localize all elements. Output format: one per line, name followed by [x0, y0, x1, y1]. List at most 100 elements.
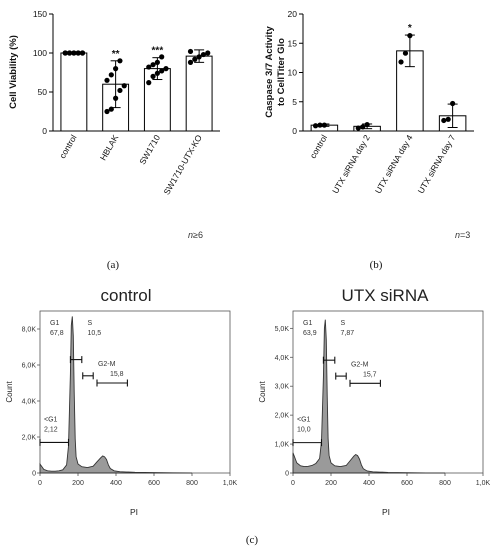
pa-data-point — [113, 95, 119, 101]
h0-gate-value: 10,5 — [88, 330, 102, 337]
histogram-utx-sirna: Count PI 0 1,0K 2,0K 3,0K 4,0K 5,0K 0 200 400 600… — [258, 310, 491, 517]
pa-data-point — [117, 87, 123, 94]
panel-a-n-note: n≥6 — [188, 230, 203, 240]
pb-data-point — [321, 122, 327, 128]
pa-y-tick-label: 0 — [42, 126, 47, 136]
h1-y-tick-label: 3,0K — [275, 384, 290, 391]
h0-y-tick-label: 6,0K — [22, 363, 37, 370]
h0-x-tick-label: 200 — [72, 480, 84, 487]
pa-bar — [60, 52, 88, 132]
h1-histogram-area — [292, 319, 446, 474]
h1-gate-name: <G1 — [297, 417, 311, 424]
pa-y-tick-label: 150 — [33, 9, 47, 19]
panel-a-y-label: Cell Viability (%) — [8, 35, 19, 109]
pa-x-label: control — [57, 133, 78, 160]
h0-gate-name: G1 — [50, 320, 59, 327]
h1-x-tick-label: 600 — [401, 480, 413, 487]
pa-data-point — [146, 80, 152, 86]
h1-y-tick-label: 0 — [285, 471, 289, 478]
pb-data-point — [360, 124, 366, 130]
pa-data-point — [205, 50, 211, 56]
h1-x-tick-label: 400 — [363, 480, 375, 487]
pa-data-point — [117, 58, 123, 64]
pa-y-tick-label: 100 — [33, 48, 47, 58]
pa-data-point — [192, 56, 198, 62]
pb-x-label: UTX siRNA day 4 — [373, 133, 415, 196]
pa-data-point — [75, 50, 81, 56]
histogram-left-title: control — [100, 286, 151, 305]
h0-gate-value: 67,8 — [50, 330, 64, 337]
pb-x-label: UTX siRNA day 2 — [330, 133, 372, 196]
pa-data-point — [121, 83, 127, 89]
histogram-control-x-label: PI — [130, 507, 138, 517]
panel-b-label: (b) — [370, 259, 383, 271]
pa-significance: *** — [152, 46, 164, 57]
pa-data-point — [108, 106, 114, 112]
panel-b-y-label-line2: to CellTiter Glo — [276, 38, 287, 106]
h0-gate-name: G2-M — [98, 361, 116, 368]
h0-x-tick-label: 1,0K — [223, 480, 238, 487]
h0-gate-value: 2,12 — [44, 426, 58, 433]
panel-a-label: (a) — [107, 259, 120, 271]
pa-data-point — [104, 77, 110, 83]
pb-y-tick-label: 5 — [292, 97, 297, 107]
pa-data-point — [159, 68, 165, 74]
h0-x-tick-label: 800 — [186, 480, 198, 487]
histogram-right-title: UTX siRNA — [342, 286, 430, 305]
h0-gate-value: 15,8 — [110, 371, 124, 378]
pb-data-point — [450, 100, 456, 107]
h1-gate-name: S — [341, 320, 346, 327]
pa-data-point — [66, 50, 73, 56]
h1-x-tick-label: 0 — [291, 480, 295, 487]
pa-x-label: HBLAK — [98, 133, 121, 162]
h1-x-tick-label: 800 — [439, 480, 451, 487]
pb-data-point — [441, 117, 447, 124]
pa-significance: ** — [112, 49, 120, 60]
h1-x-tick-label: 200 — [325, 480, 337, 487]
pa-data-point — [104, 108, 110, 115]
panel-b-bar-chart: Caspase 3/7 Activity to CellTiter Glo 0 5… — [264, 9, 474, 271]
h1-gate-name: G1 — [303, 320, 312, 327]
h0-gate-name: S — [88, 320, 93, 327]
pa-data-point — [150, 73, 156, 79]
pb-data-point — [312, 123, 319, 129]
pb-y-tick-label: 0 — [292, 126, 297, 136]
pb-data-point — [355, 125, 361, 131]
h0-y-tick-label: 2,0K — [22, 435, 37, 442]
h1-gate-name: G2-M — [351, 361, 369, 368]
h1-gate-value: 7,87 — [341, 330, 355, 337]
pb-data-point — [364, 121, 370, 128]
pa-data-point — [154, 70, 160, 76]
h1-gate-value: 63,9 — [303, 330, 317, 337]
pa-bar — [185, 55, 213, 132]
h0-y-tick-label: 8,0K — [22, 327, 37, 334]
h0-y-tick-label: 4,0K — [22, 399, 37, 406]
pb-y-tick-label: 10 — [288, 68, 298, 78]
pa-data-point — [187, 48, 194, 55]
h0-x-tick-label: 600 — [148, 480, 160, 487]
pb-y-tick-label: 20 — [288, 9, 298, 19]
panel-b-n-note: n=3 — [455, 230, 470, 240]
h0-histogram-area — [39, 316, 193, 474]
pa-data-point — [150, 62, 156, 68]
pb-data-point — [317, 122, 323, 128]
pb-data-point — [398, 59, 404, 65]
pa-data-point — [200, 51, 207, 58]
pa-y-tick-label: 50 — [38, 87, 48, 97]
histogram-utx-sirna-x-label: PI — [382, 507, 390, 517]
h0-y-tick-label: 0 — [32, 471, 36, 478]
panel-b-y-label-line1: Caspase 3/7 Activity — [264, 26, 275, 118]
pa-data-point — [79, 50, 86, 56]
histogram-control: Count PI 0 2,0K 4,0K 6,0K 8,0K 0 200 400 600 800 1… — [5, 310, 238, 517]
h0-x-tick-label: 400 — [110, 480, 122, 487]
histogram-control-y-label: Count — [5, 381, 14, 403]
pb-y-tick-label: 15 — [288, 38, 298, 48]
h0-x-tick-label: 0 — [38, 480, 42, 487]
pa-data-point — [187, 59, 194, 65]
h1-y-tick-label: 4,0K — [275, 355, 290, 362]
pa-data-point — [108, 72, 114, 78]
h1-y-tick-label: 2,0K — [275, 413, 290, 420]
pa-data-point — [113, 66, 119, 72]
pb-significance: * — [408, 23, 412, 34]
